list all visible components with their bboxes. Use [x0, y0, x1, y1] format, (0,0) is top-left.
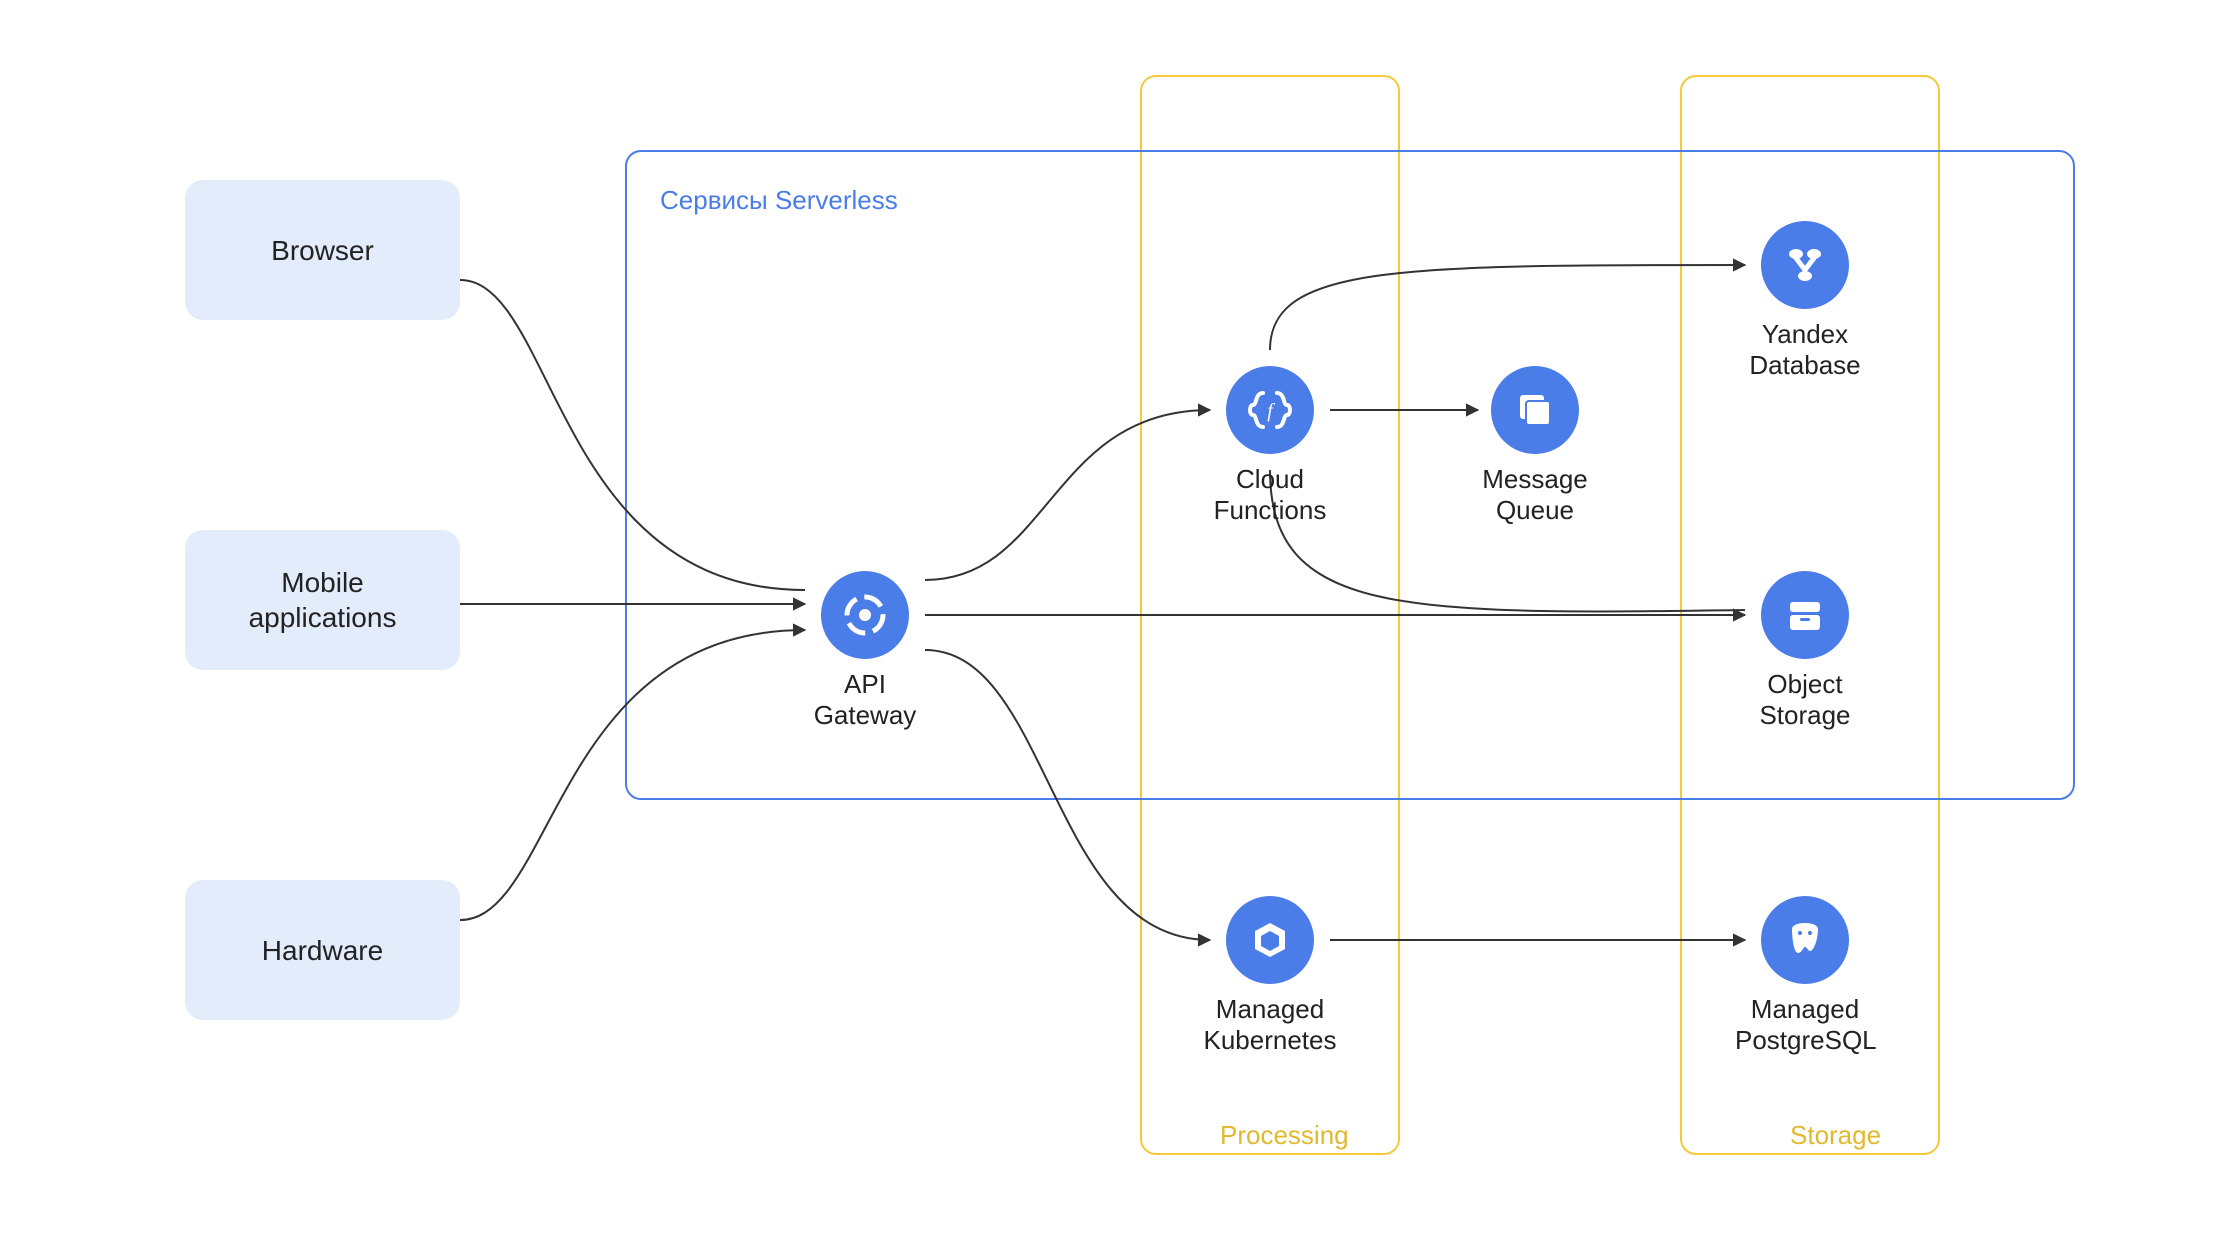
node-managed-kubernetes: Managed Kubernetes: [1200, 896, 1340, 1056]
storage-label: Storage: [1790, 1120, 1881, 1151]
k8s-label: Managed Kubernetes: [1200, 994, 1340, 1056]
object-storage-icon: [1761, 571, 1849, 659]
node-yandex-database: Yandex Database: [1745, 221, 1865, 381]
serverless-label: Сервисы Serverless: [660, 185, 898, 216]
cloud-functions-icon: f: [1226, 366, 1314, 454]
k8s-icon: [1226, 896, 1314, 984]
client-hardware: Hardware: [185, 880, 460, 1020]
api-gateway-label: API Gateway: [805, 669, 925, 731]
object-storage-label: Object Storage: [1745, 669, 1865, 731]
client-hardware-label: Hardware: [262, 933, 383, 968]
ydb-label: Yandex Database: [1745, 319, 1865, 381]
client-browser-label: Browser: [271, 233, 374, 268]
node-cloud-functions: f Cloud Functions: [1210, 366, 1330, 526]
message-queue-icon: [1491, 366, 1579, 454]
client-mobile-label: Mobile applications: [249, 565, 397, 635]
processing-label: Processing: [1220, 1120, 1349, 1151]
api-gateway-icon: [821, 571, 909, 659]
node-message-queue: Message Queue: [1475, 366, 1595, 526]
client-mobile: Mobile applications: [185, 530, 460, 670]
message-queue-label: Message Queue: [1475, 464, 1595, 526]
diagram-canvas: Processing Storage Сервисы Serverless Br…: [0, 0, 2240, 1260]
postgres-label: Managed PostgreSQL: [1735, 994, 1875, 1056]
node-managed-postgresql: Managed PostgreSQL: [1735, 896, 1875, 1056]
client-browser: Browser: [185, 180, 460, 320]
node-object-storage: Object Storage: [1745, 571, 1865, 731]
cloud-functions-label: Cloud Functions: [1210, 464, 1330, 526]
svg-text:f: f: [1267, 400, 1275, 422]
ydb-icon: [1761, 221, 1849, 309]
node-api-gateway: API Gateway: [805, 571, 925, 731]
postgres-icon: [1761, 896, 1849, 984]
